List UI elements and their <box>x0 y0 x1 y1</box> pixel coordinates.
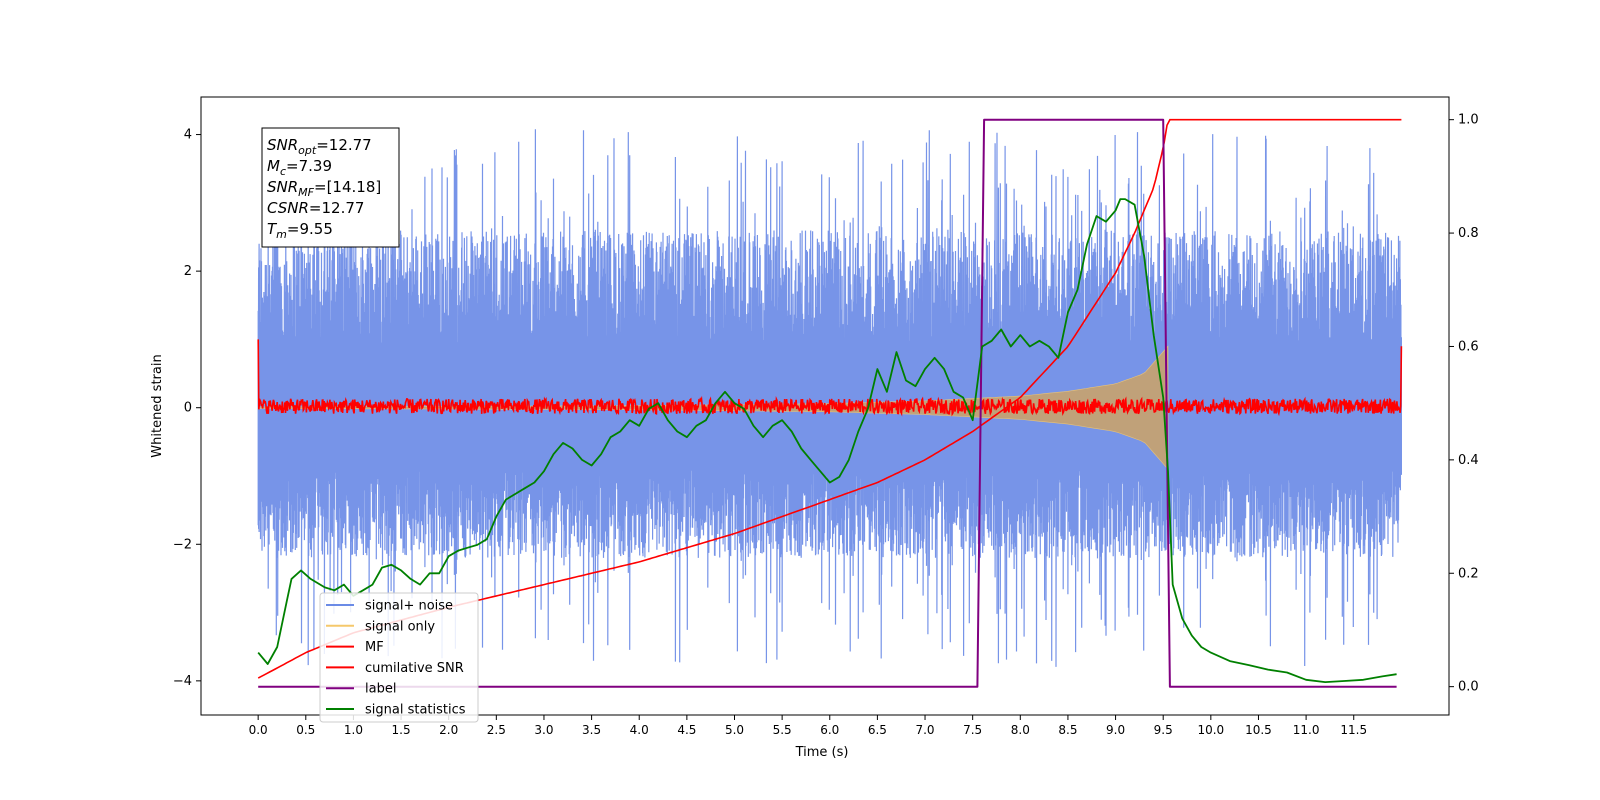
legend-label: cumilative SNR <box>365 661 464 676</box>
series-signal-statistics <box>257 198 1397 683</box>
x-tick-label: 4.5 <box>677 723 696 737</box>
x-tick-label: 3.5 <box>582 723 601 737</box>
series-mf <box>257 339 1403 417</box>
series-line <box>257 198 1397 683</box>
y-axis-left: 4 2 0 −2 −4 <box>173 128 201 689</box>
x-tick-label: 5.0 <box>725 723 744 737</box>
y-tick-label-left: 2 <box>184 264 192 279</box>
info-box-frame <box>261 127 400 248</box>
series-signal-noise <box>257 129 1402 667</box>
legend-label: signal only <box>365 619 435 634</box>
y-tick-label-right: 0.0 <box>1458 680 1479 695</box>
x-tick-label: 3.0 <box>534 723 553 737</box>
legend-label: label <box>365 682 396 697</box>
x-tick-label: 1.0 <box>344 723 363 737</box>
info-line: Mc=7.39 <box>267 157 332 178</box>
x-tick-label: 0.0 <box>249 723 268 737</box>
legend-frame <box>319 592 479 723</box>
x-tick-label: 10.0 <box>1197 723 1224 737</box>
x-tick-label: 7.5 <box>963 723 982 737</box>
series-line <box>258 118 1397 688</box>
info-line: CSNR=12.77 <box>267 199 364 217</box>
y-axis-right: 1.0 0.8 0.6 0.4 0.2 0.0 <box>1449 113 1479 695</box>
y-tick-label-left: 0 <box>184 401 192 416</box>
y-tick-label-right: 0.2 <box>1458 566 1479 581</box>
plot-area <box>257 118 1403 688</box>
series-line <box>257 339 1403 417</box>
y-axis-label: Whitened strain <box>150 354 165 457</box>
y-tick-label-left: 4 <box>184 128 192 143</box>
x-tick-label: 2.5 <box>487 723 506 737</box>
x-tick-label: 10.5 <box>1245 723 1272 737</box>
legend-label: signal+ noise <box>365 599 453 614</box>
legend: signal+ noise signal only MF cumilative SNR… <box>319 592 479 723</box>
legend-label: MF <box>365 640 384 655</box>
x-tick-label: 2.0 <box>439 723 458 737</box>
x-axis-label: Time (s) <box>795 745 849 760</box>
x-tick-label: 9.5 <box>1154 723 1173 737</box>
info-line: SNRMF=[14.18] <box>267 178 381 199</box>
info-line: SNRopt=12.77 <box>267 136 372 157</box>
plot-frame <box>200 96 1450 716</box>
x-tick-label: 6.0 <box>820 723 839 737</box>
x-tick-label: 9.0 <box>1106 723 1125 737</box>
x-tick-label: 8.5 <box>1058 723 1077 737</box>
x-tick-label: 5.5 <box>773 723 792 737</box>
x-tick-label: 6.5 <box>868 723 887 737</box>
series-line <box>257 129 1402 667</box>
y-tick-label-right: 0.6 <box>1458 339 1479 354</box>
x-tick-label: 7.0 <box>915 723 934 737</box>
x-tick-label: 1.5 <box>392 723 411 737</box>
y-tick-label-left: −2 <box>173 537 192 552</box>
y-tick-label-right: 0.4 <box>1458 453 1479 468</box>
info-line: Tm=9.55 <box>267 220 333 241</box>
y-tick-label-right: 1.0 <box>1458 113 1479 128</box>
series-label <box>258 118 1397 688</box>
legend-label: signal statistics <box>365 703 466 718</box>
x-tick-label: 11.0 <box>1293 723 1320 737</box>
y-tick-label-right: 0.8 <box>1458 226 1479 241</box>
y-tick-label-left: −4 <box>173 674 192 689</box>
x-tick-label: 8.0 <box>1011 723 1030 737</box>
x-tick-label: 0.5 <box>296 723 315 737</box>
x-axis: 0.0 0.5 1.0 1.5 2.0 2.5 3.0 3.5 4.0 4.5 5.0 5.5 6.0 6… <box>249 715 1367 737</box>
x-tick-label: 4.0 <box>630 723 649 737</box>
info-box: SNRopt=12.77Mc=7.39SNRMF=[14.18]CSNR=12.… <box>261 127 400 248</box>
x-tick-label: 11.5 <box>1340 723 1367 737</box>
